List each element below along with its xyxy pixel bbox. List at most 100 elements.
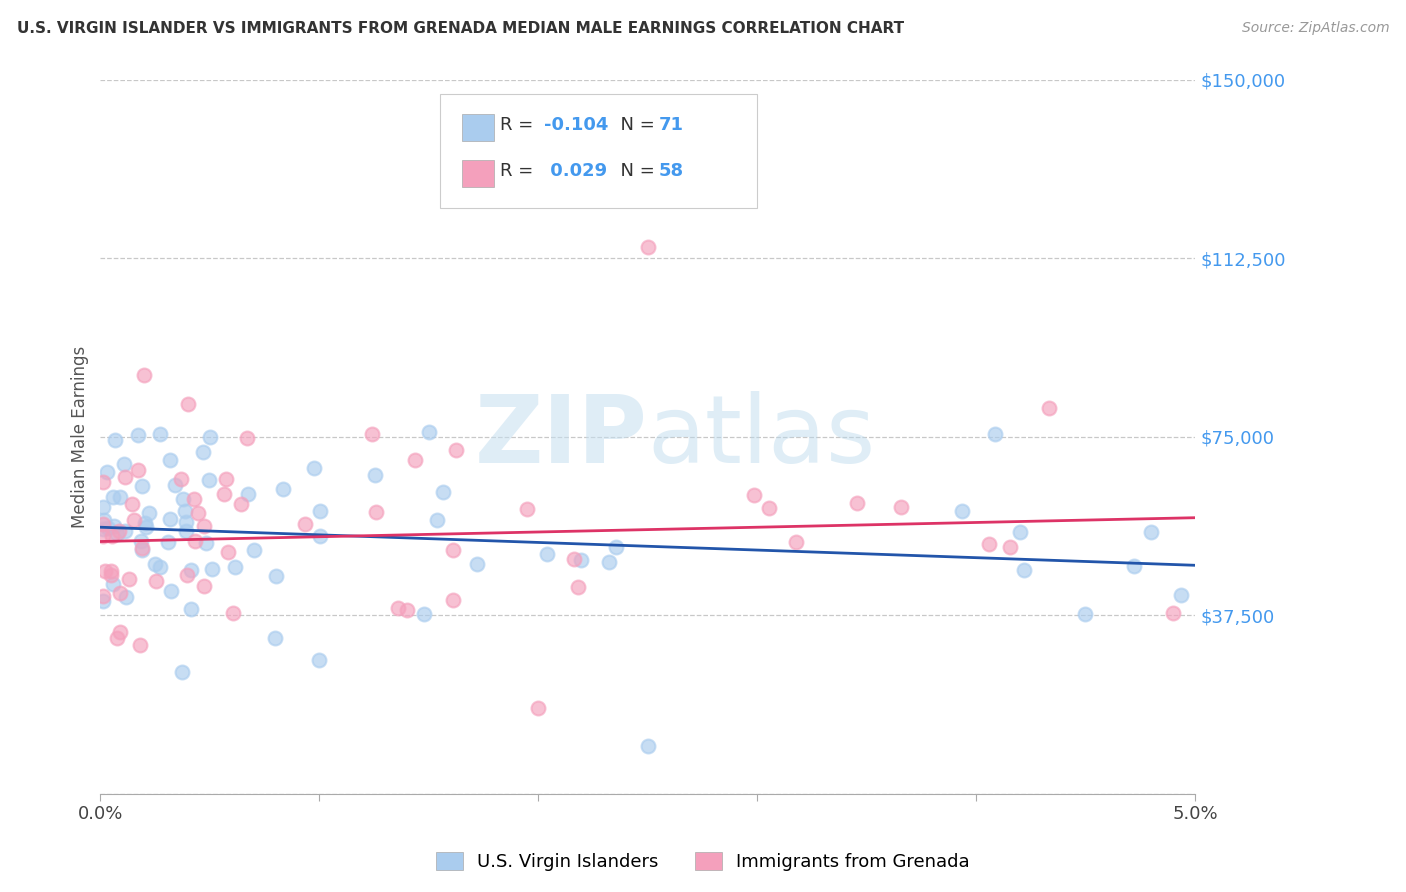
Point bbox=[105, 526, 128, 541]
Point bbox=[93, 513, 115, 527]
Text: 58: 58 bbox=[659, 162, 683, 180]
Point bbox=[426, 513, 449, 527]
Point bbox=[97, 521, 120, 535]
Text: 71: 71 bbox=[659, 116, 683, 134]
Text: R =: R = bbox=[501, 162, 538, 180]
Point bbox=[174, 516, 197, 530]
Point bbox=[114, 470, 136, 484]
Point bbox=[536, 547, 558, 561]
Point bbox=[91, 594, 114, 608]
Point bbox=[94, 564, 117, 578]
Point bbox=[1038, 401, 1060, 416]
Point bbox=[96, 465, 118, 479]
Point bbox=[364, 505, 387, 519]
Point bbox=[364, 468, 387, 483]
Point bbox=[758, 501, 780, 516]
Point bbox=[432, 485, 454, 500]
Point bbox=[308, 529, 330, 543]
Text: atlas: atlas bbox=[648, 391, 876, 483]
Point bbox=[91, 589, 114, 603]
Point bbox=[134, 368, 156, 382]
Point bbox=[131, 479, 153, 493]
Point bbox=[571, 552, 593, 566]
Point bbox=[172, 492, 194, 507]
Point bbox=[1123, 558, 1146, 573]
Point bbox=[1140, 524, 1163, 539]
Text: N =: N = bbox=[609, 162, 661, 180]
Point bbox=[361, 426, 384, 441]
Point bbox=[131, 541, 153, 556]
Point bbox=[159, 453, 181, 467]
Point bbox=[1012, 563, 1035, 577]
Point bbox=[91, 523, 114, 537]
Point bbox=[263, 631, 285, 645]
Point bbox=[135, 520, 157, 534]
Point bbox=[201, 561, 224, 575]
Point bbox=[236, 431, 259, 445]
Point bbox=[418, 425, 440, 439]
Point bbox=[605, 540, 627, 554]
Point bbox=[224, 560, 246, 574]
Point bbox=[564, 552, 586, 566]
Point bbox=[110, 586, 132, 600]
Point bbox=[104, 433, 127, 447]
Point bbox=[465, 558, 488, 572]
Point bbox=[1161, 606, 1184, 620]
Point bbox=[114, 524, 136, 539]
Point bbox=[159, 512, 181, 526]
Point bbox=[169, 471, 191, 485]
Point bbox=[217, 544, 239, 558]
Point bbox=[271, 483, 294, 497]
Point bbox=[127, 428, 149, 442]
Point bbox=[145, 574, 167, 588]
Point bbox=[177, 396, 200, 410]
FancyBboxPatch shape bbox=[461, 160, 495, 187]
Point bbox=[91, 516, 114, 531]
Point bbox=[637, 239, 659, 253]
Point bbox=[231, 497, 253, 511]
Point bbox=[129, 638, 152, 652]
Text: N =: N = bbox=[609, 116, 661, 134]
Point bbox=[441, 593, 464, 607]
Point bbox=[108, 524, 131, 539]
Point bbox=[243, 543, 266, 558]
Point bbox=[845, 496, 868, 510]
Point bbox=[101, 490, 124, 504]
Point bbox=[950, 504, 973, 518]
Point bbox=[195, 536, 218, 550]
Point bbox=[112, 458, 135, 472]
Point bbox=[183, 491, 205, 506]
Point bbox=[183, 534, 205, 549]
Point bbox=[413, 607, 436, 621]
Point bbox=[516, 501, 538, 516]
Text: -0.104: -0.104 bbox=[544, 116, 609, 134]
Point bbox=[527, 701, 550, 715]
Point bbox=[127, 463, 149, 477]
Point bbox=[118, 572, 141, 586]
Point bbox=[1008, 524, 1031, 539]
Point bbox=[100, 564, 122, 578]
Text: Source: ZipAtlas.com: Source: ZipAtlas.com bbox=[1241, 21, 1389, 35]
Point bbox=[149, 559, 172, 574]
Point bbox=[890, 500, 912, 514]
Point bbox=[138, 506, 160, 520]
Point bbox=[91, 500, 114, 515]
Point bbox=[100, 568, 122, 582]
Point bbox=[193, 519, 215, 533]
Point bbox=[198, 473, 221, 487]
Point bbox=[441, 542, 464, 557]
Point bbox=[122, 513, 145, 527]
Point bbox=[222, 606, 245, 620]
Point bbox=[598, 555, 620, 569]
Point bbox=[180, 602, 202, 616]
Point bbox=[159, 584, 181, 599]
Point bbox=[91, 475, 114, 489]
Point bbox=[264, 569, 287, 583]
Text: R =: R = bbox=[501, 116, 538, 134]
Text: ZIP: ZIP bbox=[475, 391, 648, 483]
Point bbox=[191, 444, 214, 458]
Point bbox=[115, 590, 138, 604]
Point bbox=[387, 601, 409, 615]
Point bbox=[444, 443, 467, 458]
Point bbox=[174, 524, 197, 538]
